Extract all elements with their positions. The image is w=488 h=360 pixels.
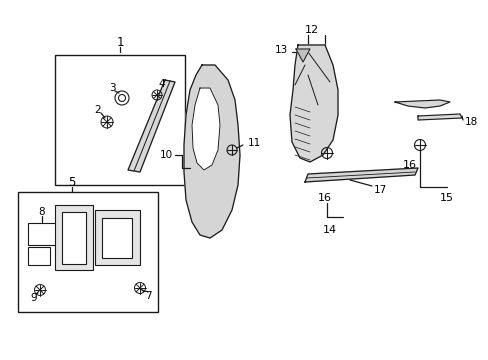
Text: 2: 2 [95,105,101,115]
Polygon shape [394,100,449,108]
Text: 13: 13 [274,45,287,55]
Text: 10: 10 [160,150,173,160]
Bar [62,212,86,264]
Bar [102,218,132,258]
Bar [55,205,93,270]
Polygon shape [289,45,337,162]
Polygon shape [128,80,175,172]
Polygon shape [192,88,220,170]
Text: 8: 8 [39,207,45,217]
Text: 16: 16 [317,193,331,203]
Text: 11: 11 [247,138,261,148]
Text: 4: 4 [159,79,165,89]
Bar [55,55,184,185]
Bar [95,210,140,265]
Text: 15: 15 [439,193,453,203]
Text: 18: 18 [464,117,477,127]
Bar [28,223,56,245]
Text: 14: 14 [322,225,336,235]
Text: 16: 16 [402,160,416,170]
Polygon shape [295,49,309,62]
Bar [18,192,158,312]
Text: 6: 6 [124,217,131,227]
Text: 17: 17 [373,185,386,195]
Bar [28,247,50,265]
Polygon shape [183,65,240,238]
Text: 5: 5 [68,176,76,189]
Text: 7: 7 [144,291,151,301]
Text: 12: 12 [305,25,318,35]
Text: 1: 1 [116,36,123,49]
Text: 3: 3 [108,83,115,93]
Text: 9: 9 [31,293,37,303]
Polygon shape [417,114,461,120]
Polygon shape [305,168,417,182]
